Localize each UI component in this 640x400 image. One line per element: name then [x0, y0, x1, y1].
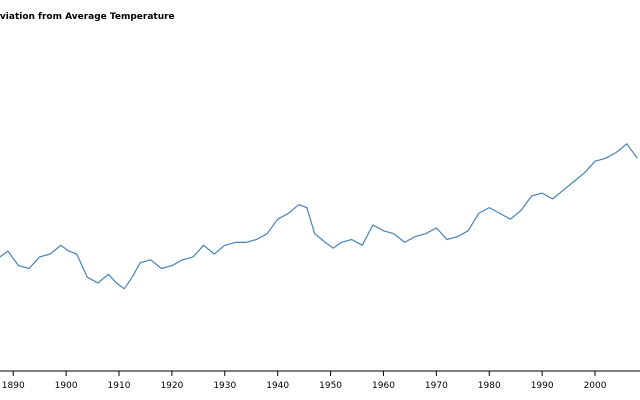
- chart-title: Monthly Deviation from Average Temperatu…: [0, 12, 175, 22]
- x-tick-label-1960: 1960: [372, 381, 395, 391]
- x-tick-label-1910: 1910: [108, 381, 131, 391]
- x-axis: 1890 1900 1910 1920 1930 1940 1950 1960 1970 1980…: [0, 370, 640, 391]
- x-tick-label-1900: 1900: [55, 381, 78, 391]
- x-tick-label-1940: 1940: [266, 381, 289, 391]
- x-tick-label-2000: 2000: [584, 381, 607, 391]
- x-tick-label-1890: 1890: [2, 381, 25, 391]
- x-tick-label-1920: 1920: [160, 381, 183, 391]
- x-tick-label-1970: 1970: [425, 381, 448, 391]
- series-line-0: [0, 143, 638, 290]
- x-tick-label-1930: 1930: [213, 381, 236, 391]
- x-tick-label-1990: 1990: [531, 381, 554, 391]
- temperature-series: [0, 143, 638, 290]
- x-tick-label-1950: 1950: [319, 381, 342, 391]
- x-tick-label-1980: 1980: [478, 381, 501, 391]
